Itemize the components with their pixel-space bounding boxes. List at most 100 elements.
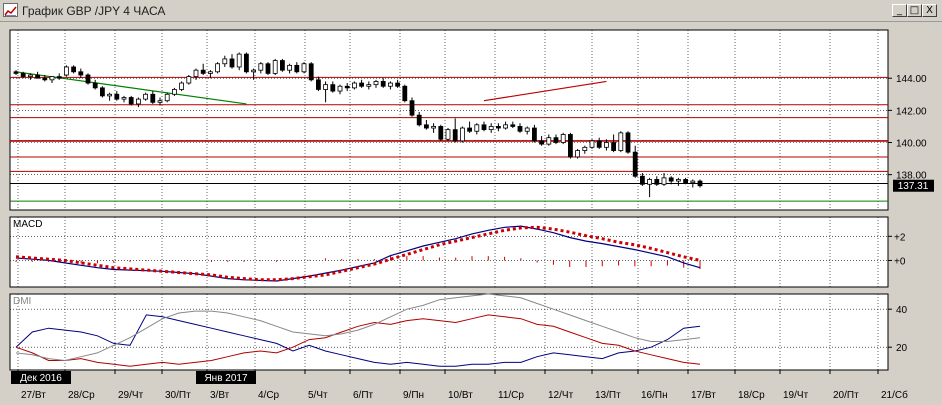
candle-body (287, 64, 293, 71)
maximize-button[interactable]: □ (907, 4, 922, 17)
candle-body (236, 53, 242, 68)
year-flag-dec-box (11, 371, 71, 384)
candle-body (409, 100, 415, 116)
chart-glyph-icon (4, 6, 17, 16)
time-label: 9/Пн (403, 390, 424, 401)
candle-body (35, 74, 40, 79)
dmi-horizontal-grid (10, 308, 888, 348)
price-tick-label: 142.00 (896, 106, 927, 117)
candle-body (107, 93, 112, 97)
candle-body (251, 69, 257, 73)
time-label: 13/Пт (595, 390, 621, 401)
candle-body (452, 129, 458, 142)
chart-app-icon (3, 3, 18, 17)
candle-body (243, 53, 249, 73)
candle-body (632, 151, 638, 177)
time-label: 20/Пт (833, 390, 859, 401)
candle-body (27, 74, 33, 78)
window-title: График GBP /JPY 4 ЧАСА (22, 4, 166, 18)
candle-body (596, 140, 602, 148)
candle-body (272, 60, 278, 74)
last-price-box (893, 179, 934, 192)
time-label: 12/Чт (548, 390, 574, 401)
time-label: 11/Ср (498, 390, 524, 401)
candle-body (661, 177, 667, 185)
price-horizontal-grid (10, 77, 888, 175)
candle-body (546, 137, 552, 145)
candle-body (157, 100, 163, 103)
candle-body (467, 127, 473, 132)
candle-body (647, 179, 652, 185)
time-label: 4/Ср (258, 390, 280, 401)
candle-body (517, 126, 523, 132)
candle-body (114, 93, 120, 100)
price-tick-label: 140.00 (896, 139, 927, 150)
candle-body (71, 66, 76, 73)
candle-body (265, 63, 271, 74)
title-bar[interactable]: График GBP /JPY 4 ЧАСА _ □ X (0, 0, 942, 22)
candle-body (683, 179, 688, 184)
candle-body (625, 132, 631, 153)
candle-body (488, 126, 494, 131)
time-label: 27/Вт (21, 390, 46, 401)
last-price-value: 137.31 (898, 181, 929, 192)
minimize-button[interactable]: _ (892, 4, 907, 17)
price-plot-bg (9, 29, 889, 211)
candle-body (85, 74, 91, 84)
candle-body (481, 124, 487, 131)
candle-body (258, 63, 264, 71)
price-axis: 138.00 140.00 142.00 144.00 (888, 74, 927, 182)
candle-body (92, 82, 98, 89)
candle-body (474, 124, 480, 132)
candle-body (654, 179, 660, 185)
candle-body (121, 97, 127, 100)
dmi-plus-line (15, 314, 701, 367)
macd-axis: +2 +0 (888, 232, 906, 267)
candle-body (171, 89, 177, 95)
dmi-tick-label: 40 (896, 305, 908, 316)
year-flag-dec: Дек 2016 (11, 371, 71, 384)
candle-body (200, 69, 206, 74)
time-label: 10/Вт (448, 390, 473, 401)
candle-body (301, 63, 307, 73)
time-label: 18/Ср (738, 390, 765, 401)
time-label: 29/Чт (118, 390, 144, 401)
candle-body (676, 179, 681, 182)
year-flag-jan: Янв 2017 (196, 371, 256, 384)
year-flag-dec-text: Дек 2016 (20, 373, 62, 384)
candle-body (351, 82, 357, 89)
candle-body (560, 134, 566, 143)
candle-body (150, 93, 156, 103)
candle-body (532, 127, 537, 142)
candle-body (589, 140, 595, 148)
dmi-lines (15, 293, 701, 367)
price-panel: 138.00 140.00 142.00 144.00 137.31 (9, 29, 934, 211)
candle-body (207, 71, 213, 74)
time-label: 21/Сб (881, 389, 908, 401)
candle-body (42, 77, 48, 81)
candle-body (495, 126, 501, 129)
candle-body (315, 79, 321, 90)
time-label: 3/Вт (210, 390, 230, 401)
close-button[interactable]: X (922, 4, 937, 17)
macd-tick-label: +2 (894, 232, 906, 243)
time-label: 17/Вт (691, 390, 716, 401)
dmi-label: DMI (13, 296, 31, 307)
candle-body (164, 93, 170, 102)
dmi-minus-line (15, 314, 701, 367)
candles (13, 52, 703, 198)
candle-body (179, 82, 185, 90)
price-tick-label: 138.00 (896, 171, 927, 182)
time-label: 6/Пт (353, 390, 374, 401)
candle-body (604, 142, 609, 148)
time-label: 19/Чт (783, 390, 809, 401)
candle-body (100, 87, 105, 97)
candle-body (402, 85, 408, 102)
candle-body (524, 127, 530, 132)
candle-body (510, 124, 516, 127)
candle-body (438, 126, 444, 140)
time-label: 28/Ср (68, 390, 95, 401)
candle-body (78, 71, 84, 76)
chart-area[interactable]: 138.00 140.00 142.00 144.00 137.31 +2 +0 MAC… (0, 22, 942, 405)
